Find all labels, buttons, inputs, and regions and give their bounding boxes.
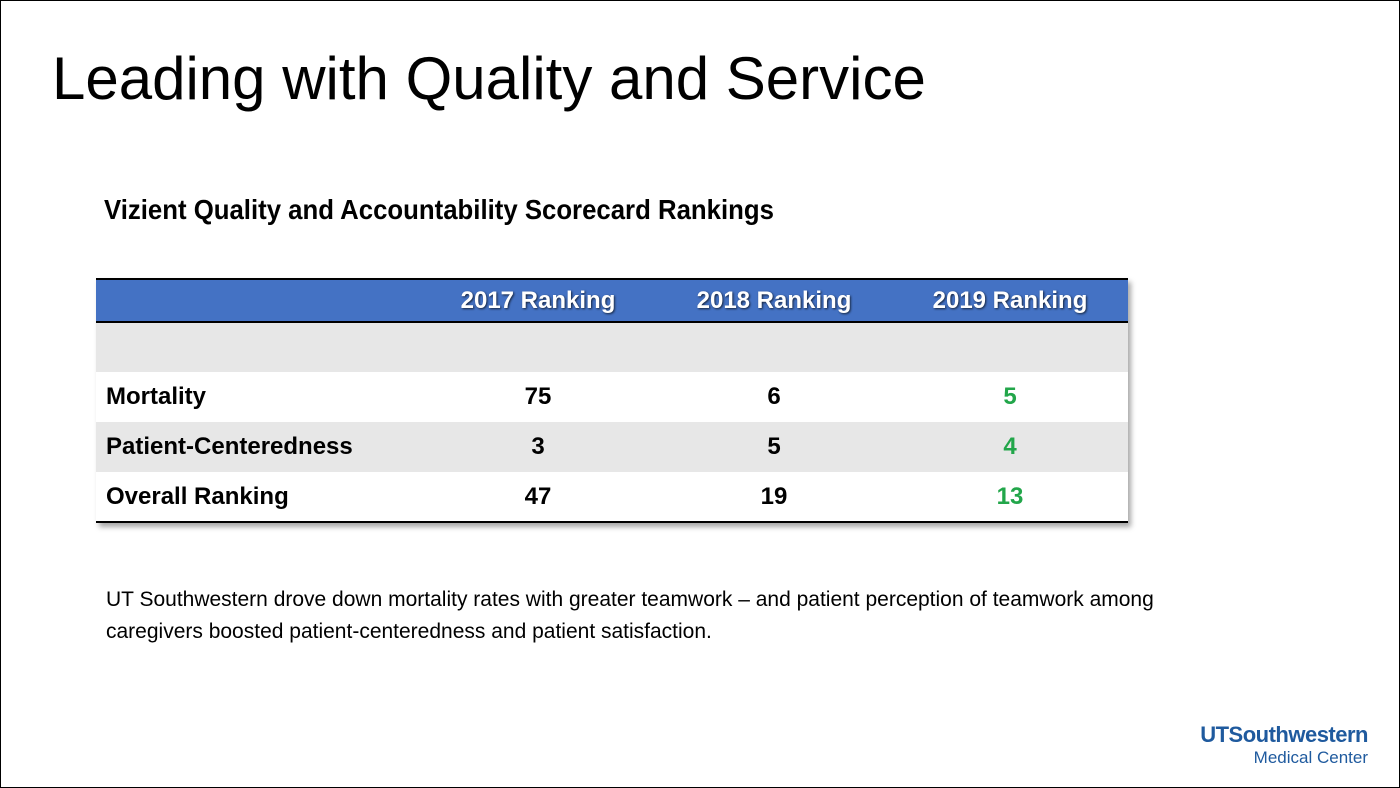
logo-line2: Medical Center	[1253, 748, 1368, 767]
cell-2019: 4	[1003, 433, 1017, 460]
cell-2018: 6	[767, 383, 781, 410]
rankings-table: 2017 Ranking 2018 Ranking 2019 Ranking M…	[96, 278, 1128, 523]
header-blank	[96, 279, 420, 322]
table-row: Mortality 75 6 5	[96, 372, 1128, 422]
table-row: Overall Ranking 47 19 13	[96, 472, 1128, 522]
header-2019: 2019 Ranking	[932, 286, 1088, 314]
cell-2017: 3	[531, 433, 545, 460]
summary-text: UT Southwestern drove down mortality rat…	[106, 588, 1154, 643]
logo-line1: UTSouthwestern	[1200, 722, 1368, 747]
slide-title: Leading with Quality and Service	[52, 45, 926, 112]
cell-2019: 5	[1003, 383, 1017, 410]
table-header-row: 2017 Ranking 2018 Ranking 2019 Ranking	[96, 279, 1128, 322]
table-subtitle: Vizient Quality and Accountability Score…	[104, 194, 774, 225]
cell-2018: 19	[760, 482, 788, 510]
row-label: Overall Ranking	[106, 482, 289, 510]
table-row: Patient-Centeredness 3 5 4	[96, 422, 1128, 472]
utsw-logo: UTSouthwestern Medical Center	[1200, 722, 1368, 768]
cell-2019: 13	[996, 482, 1024, 510]
header-2017: 2017 Ranking	[460, 286, 616, 314]
header-2018: 2018 Ranking	[696, 286, 852, 314]
row-label: Patient-Centeredness	[106, 433, 353, 460]
table-spacer-row	[96, 322, 1128, 372]
row-label: Mortality	[106, 383, 207, 410]
cell-2017: 47	[524, 482, 552, 510]
cell-2017: 75	[524, 383, 552, 410]
cell-2018: 5	[767, 433, 781, 460]
